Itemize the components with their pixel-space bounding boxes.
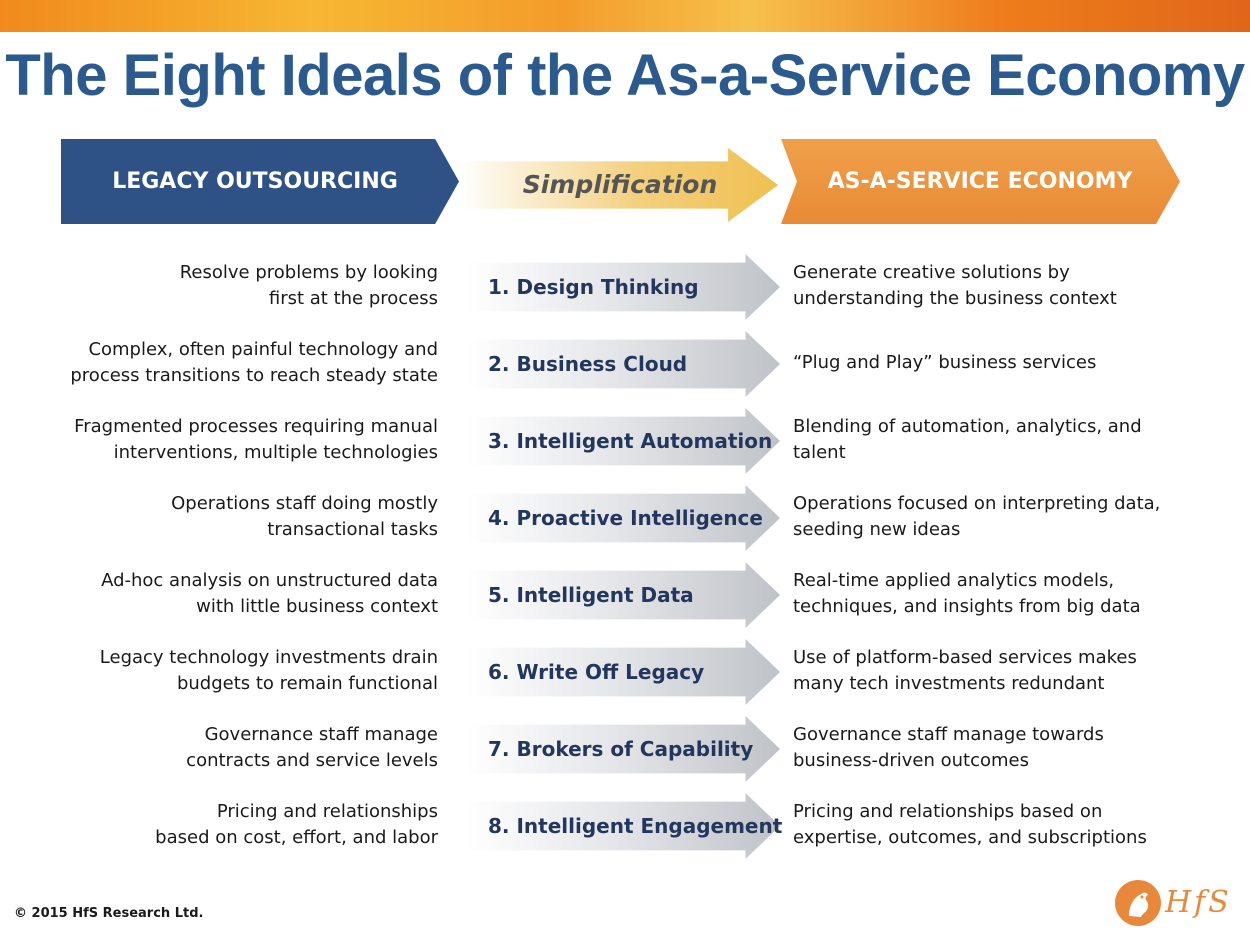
ideal-label: 1. Design Thinking xyxy=(488,275,699,299)
ideal-row: Complex, often painful technology and pr… xyxy=(0,331,1250,397)
hfs-logo-text: HfS xyxy=(1165,885,1232,920)
ideal-row: Fragmented processes requiring manual in… xyxy=(0,408,1250,474)
ideal-row: Resolve problems by looking first at the… xyxy=(0,254,1250,320)
legacy-description: Complex, often painful technology and pr… xyxy=(70,339,438,386)
legacy-description: Fragmented processes requiring manual in… xyxy=(74,416,438,463)
service-description: Operations focused on interpreting data,… xyxy=(793,493,1161,540)
as-a-service-header: AS-A-SERVICE ECONOMY xyxy=(827,169,1133,194)
page-title: The Eight Ideals of the As-a-Service Eco… xyxy=(5,43,1245,108)
hfs-horse-logo-icon xyxy=(1115,880,1161,926)
legacy-outsourcing-header-arrow xyxy=(61,139,459,224)
ideal-row: Operations staff doing mostly transactio… xyxy=(0,485,1250,551)
ideal-row: Legacy technology investments drain budg… xyxy=(0,639,1250,705)
legacy-outsourcing-header: LEGACY OUTSOURCING xyxy=(112,169,398,194)
legacy-description: Operations staff doing mostly transactio… xyxy=(171,493,438,540)
as-a-service-header-arrow xyxy=(781,139,1180,224)
ideal-row: Governance staff manage contracts and se… xyxy=(0,716,1250,782)
ideal-arrow xyxy=(466,639,780,705)
legacy-description: Ad-hoc analysis on unstructured data wit… xyxy=(101,570,438,617)
legacy-description: Resolve problems by looking first at the… xyxy=(179,262,438,309)
service-description: Blending of automation, analytics, and t… xyxy=(793,416,1142,463)
service-description: Pricing and relationships based on exper… xyxy=(793,801,1147,848)
copyright-notice: © 2015 HfS Research Ltd. xyxy=(14,906,204,921)
ideal-label: 4. Proactive Intelligence xyxy=(488,506,763,530)
service-description: Real-time applied analytics models, tech… xyxy=(793,570,1141,617)
hfs-logo: HfS xyxy=(1115,878,1240,930)
ideal-label: 3. Intelligent Automation xyxy=(488,429,773,453)
ideal-label: 7. Brokers of Capability xyxy=(488,737,754,761)
ideal-label: 8. Intelligent Engagement xyxy=(488,814,783,838)
ideal-arrow xyxy=(466,562,780,628)
service-description: Governance staff manage towards business… xyxy=(793,724,1104,771)
ideal-arrow xyxy=(466,408,780,474)
top-gradient-bar xyxy=(0,0,1250,32)
ideal-row: Ad-hoc analysis on unstructured data wit… xyxy=(0,562,1250,628)
ideal-label: 5. Intelligent Data xyxy=(488,583,694,607)
ideal-arrow xyxy=(466,485,780,551)
legacy-description: Pricing and relationships based on cost,… xyxy=(155,801,438,848)
service-description: “Plug and Play” business services xyxy=(793,352,1097,373)
service-description: Generate creative solutions by understan… xyxy=(793,262,1117,309)
ideal-arrow xyxy=(466,254,780,320)
ideal-label: 2. Business Cloud xyxy=(488,352,688,376)
service-description: Use of platform-based services makes man… xyxy=(793,647,1137,694)
legacy-description: Governance staff manage contracts and se… xyxy=(186,724,438,771)
ideal-row: Pricing and relationships based on cost,… xyxy=(0,793,1250,859)
legacy-description: Legacy technology investments drain budg… xyxy=(99,647,438,694)
ideal-label: 6. Write Off Legacy xyxy=(488,660,705,684)
ideal-arrow xyxy=(466,716,780,782)
ideal-arrow xyxy=(466,331,780,397)
simplification-label: Simplification xyxy=(522,170,718,199)
ideal-arrow xyxy=(466,793,780,859)
